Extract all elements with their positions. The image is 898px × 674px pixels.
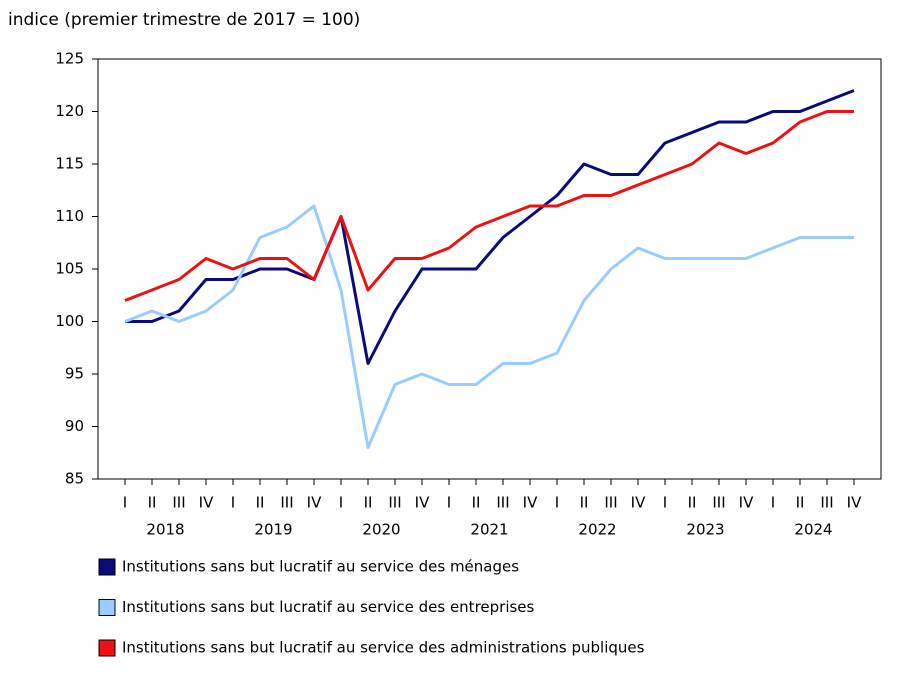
x-tick-label: III <box>712 494 725 512</box>
series-line <box>124 110 854 302</box>
y-tick-label: 120 <box>55 102 84 120</box>
x-tick-label: I <box>123 494 127 512</box>
series-line <box>125 89 855 365</box>
x-tick-label: I <box>447 494 451 512</box>
x-group-label: 2018 <box>146 521 184 539</box>
x-tick-label: II <box>364 494 373 512</box>
y-tick-label: 100 <box>55 312 84 330</box>
x-group-label: 2024 <box>794 521 832 539</box>
x-group-label: 2020 <box>362 521 400 539</box>
x-tick-label: I <box>555 494 559 512</box>
x-group-label: 2023 <box>686 521 724 539</box>
x-tick-label: IV <box>199 494 214 512</box>
x-group-label: 2021 <box>470 521 508 539</box>
y-tick-label: 105 <box>55 260 84 278</box>
x-tick-label: IV <box>415 494 430 512</box>
x-tick-label: II <box>580 494 589 512</box>
x-tick-label: I <box>771 494 775 512</box>
y-tick-label: 110 <box>55 207 84 225</box>
y-tick-label: 125 <box>55 50 84 68</box>
x-tick-label: IV <box>847 494 862 512</box>
legend-label: Institutions sans but lucratif au servic… <box>122 598 535 616</box>
x-tick-label: III <box>496 494 509 512</box>
x-tick-label: II <box>472 494 481 512</box>
x-tick-label: I <box>231 494 235 512</box>
y-tick-label: 85 <box>65 470 84 488</box>
legend-swatch <box>98 558 116 576</box>
x-tick-label: IV <box>523 494 538 512</box>
x-tick-label: II <box>688 494 697 512</box>
legend-swatch <box>98 599 116 616</box>
x-tick-label: II <box>148 494 157 512</box>
x-tick-label: IV <box>307 494 322 512</box>
x-tick-label: III <box>604 494 617 512</box>
x-tick-label: IV <box>739 494 754 512</box>
legend-label: Institutions sans but lucratif au servic… <box>122 558 519 576</box>
x-tick-label: III <box>820 494 833 512</box>
x-group-label: 2022 <box>578 521 616 539</box>
x-tick-label: IV <box>631 494 646 512</box>
y-axis-label: indice (premier trimestre de 2017 = 100) <box>8 10 360 30</box>
legend-swatch <box>98 639 116 657</box>
x-tick-label: I <box>663 494 667 512</box>
x-tick-label: II <box>256 494 265 512</box>
x-tick-label: III <box>388 494 401 512</box>
y-tick-label: 90 <box>65 417 84 435</box>
legend-label: Institutions sans but lucratif au servic… <box>122 639 645 657</box>
y-tick-label: 95 <box>65 365 84 383</box>
x-tick-label: III <box>172 494 185 512</box>
series-line <box>124 204 854 449</box>
x-tick-label: II <box>796 494 805 512</box>
x-group-label: 2019 <box>254 521 292 539</box>
plot-frame <box>97 58 882 480</box>
x-tick-label: I <box>339 494 343 512</box>
y-tick-label: 115 <box>55 155 84 173</box>
x-tick-label: III <box>280 494 293 512</box>
